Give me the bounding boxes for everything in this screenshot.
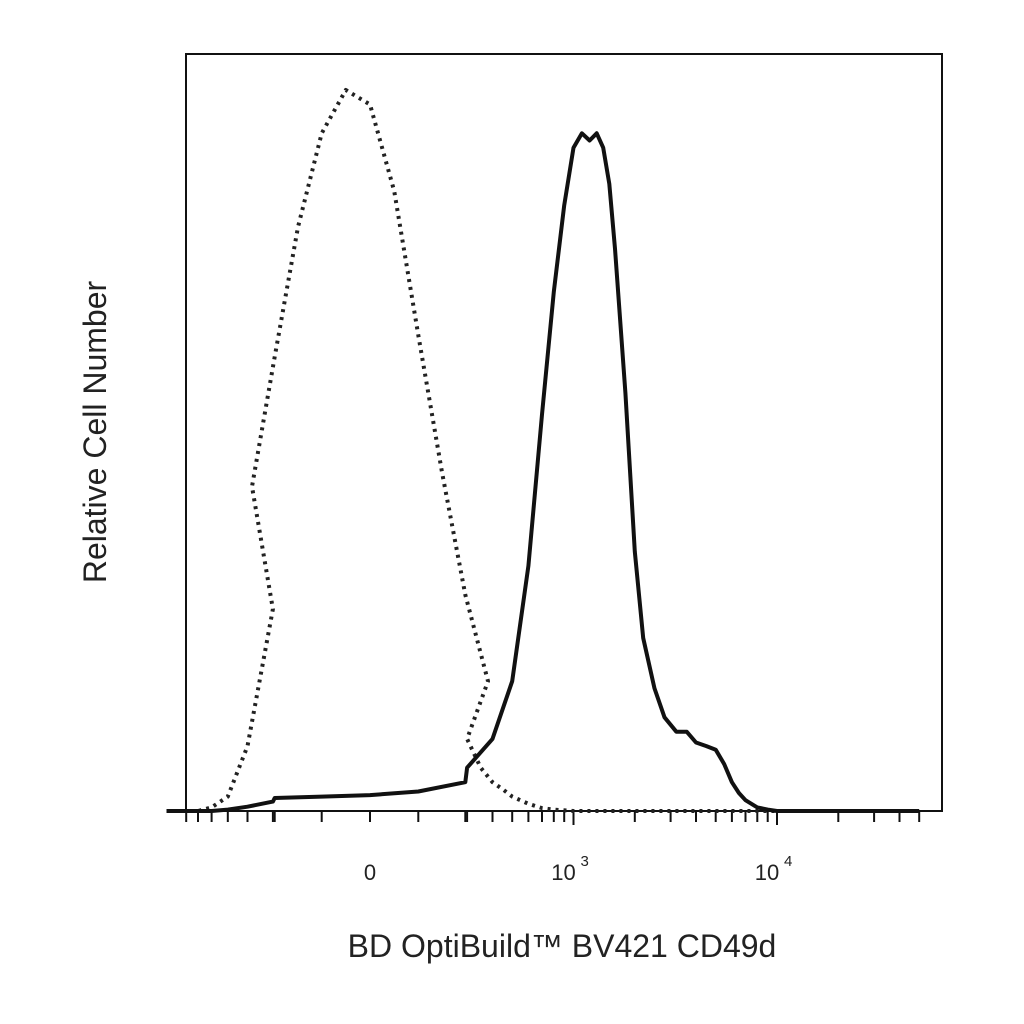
x-tick-label: 10: [551, 860, 575, 885]
x-tick-exponent: 4: [784, 853, 792, 870]
x-minor-ticks: [185, 811, 921, 825]
y-axis-label: Relative Cell Number: [77, 280, 113, 583]
plot-frame: [185, 53, 943, 812]
series-line-0: [166, 88, 920, 813]
x-axis-label: BD OptiBuild™ BV421 CD49d: [348, 928, 777, 964]
x-tick-label: 0: [364, 860, 376, 885]
series-line-1: [166, 131, 920, 813]
x-tick-label: 10: [755, 860, 779, 885]
x-tick-exponent: 3: [581, 853, 589, 870]
series-layer: [166, 88, 920, 813]
x-tick-labels: 0 10 3 10 4: [364, 853, 792, 885]
